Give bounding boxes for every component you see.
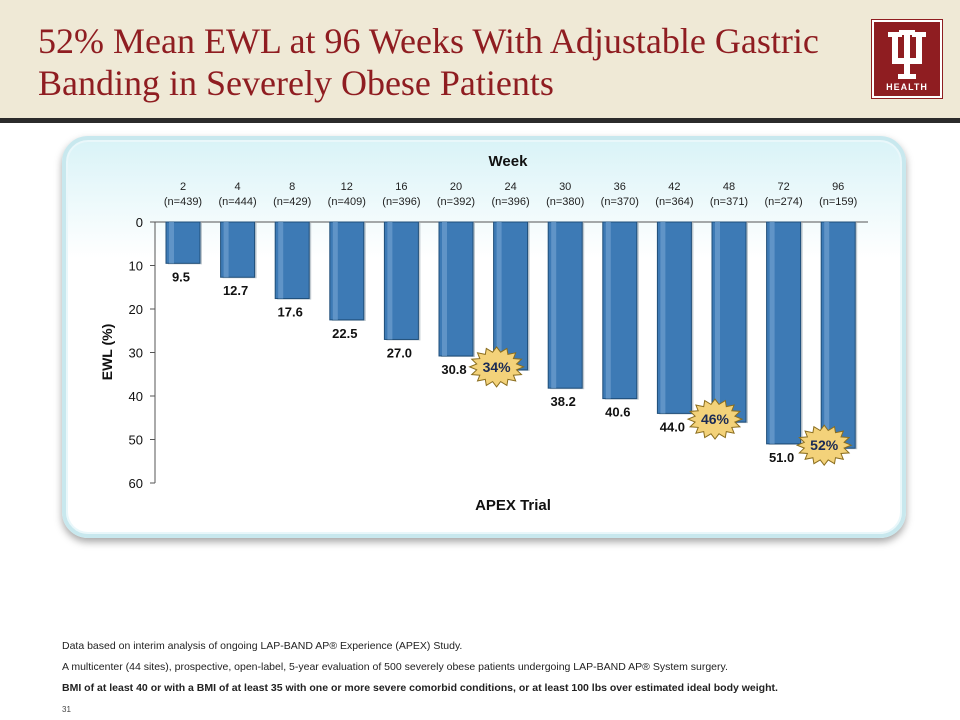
week-label: 30 — [559, 181, 571, 193]
bar-highlight — [332, 222, 338, 320]
data-label: 9.5 — [172, 269, 190, 284]
callout-badge — [468, 346, 525, 388]
data-label: 38.2 — [551, 394, 576, 409]
bar-highlight — [715, 222, 720, 423]
week-label: 96 — [832, 181, 844, 193]
n-label: (n=159) — [819, 196, 857, 208]
page-number: 31 — [62, 705, 71, 714]
bar-highlight — [605, 222, 611, 399]
bar-highlight — [223, 222, 229, 278]
callout-badge — [686, 398, 744, 440]
n-label: (n=396) — [491, 196, 529, 208]
week-label: 42 — [668, 181, 680, 193]
footnote-1: Data based on interim analysis of ongoin… — [62, 640, 463, 652]
data-label: 17.6 — [278, 305, 303, 320]
week-label: 2 — [180, 181, 186, 193]
n-label: (n=274) — [764, 196, 802, 208]
bar-highlight — [824, 222, 830, 449]
week-label: 48 — [723, 181, 735, 193]
n-label: (n=444) — [218, 196, 256, 208]
week-label: 12 — [341, 181, 353, 193]
bar-highlight — [660, 222, 666, 414]
n-label: (n=392) — [437, 196, 475, 208]
header-divider — [0, 118, 960, 123]
bar-highlight — [551, 222, 557, 389]
n-label: (n=439) — [164, 196, 202, 208]
title-line-2: Banding in Severely Obese Patients — [38, 63, 554, 103]
n-label: (n=364) — [655, 196, 693, 208]
callout-label: 46% — [701, 411, 730, 427]
iu-health-logo: HEALTH — [871, 19, 943, 99]
y-tick-label: 40 — [129, 389, 143, 404]
title-line-1: 52% Mean EWL at 96 Weeks With Adjustable… — [38, 21, 819, 61]
bar-highlight — [278, 222, 284, 299]
data-label: 12.7 — [223, 283, 248, 298]
y-tick-label: 20 — [129, 302, 143, 317]
bar-highlight — [769, 222, 775, 444]
trident-icon — [888, 30, 926, 79]
n-label: (n=380) — [546, 196, 584, 208]
bar-highlight — [442, 222, 447, 356]
data-label: 22.5 — [332, 326, 357, 341]
callout-label: 52% — [810, 437, 839, 453]
x-axis-label: APEX Trial — [475, 497, 551, 514]
n-label: (n=429) — [273, 196, 311, 208]
footnote-3: BMI of at least 40 or with a BMI of at l… — [62, 682, 778, 694]
slide-header: 52% Mean EWL at 96 Weeks With Adjustable… — [0, 0, 960, 118]
data-label: 40.6 — [605, 405, 630, 420]
week-label: 24 — [504, 181, 516, 193]
week-label: 16 — [395, 181, 407, 193]
data-label: 27.0 — [387, 345, 412, 360]
callout-badge — [795, 424, 853, 467]
logo-word: HEALTH — [886, 82, 928, 92]
callout-label: 34% — [483, 359, 512, 375]
y-tick-label: 50 — [129, 433, 143, 448]
week-label: 20 — [450, 181, 462, 193]
n-label: (n=370) — [601, 196, 639, 208]
n-label: (n=371) — [710, 196, 748, 208]
bar-highlight — [387, 222, 393, 340]
slide-title: 52% Mean EWL at 96 Weeks With Adjustable… — [38, 20, 858, 104]
footnotes: Data based on interim analysis of ongoin… — [62, 640, 942, 703]
chart-panel — [62, 136, 906, 538]
n-label: (n=396) — [382, 196, 420, 208]
plot-area: 0 10 20 30 40 50 60 2 (n=439) 9.5 4 (n=444) 12.7 8 (n=… — [129, 181, 868, 491]
data-label: 30.8 — [441, 362, 466, 377]
data-label: 51.0 — [769, 450, 794, 465]
week-label: 72 — [777, 181, 789, 193]
week-label: 4 — [235, 181, 241, 193]
n-label: (n=409) — [328, 196, 366, 208]
y-tick-label: 60 — [129, 476, 143, 491]
footnote-2: A multicenter (44 sites), prospective, o… — [62, 661, 728, 673]
chart-title: Week — [489, 153, 529, 170]
data-label: 44.0 — [660, 419, 685, 434]
week-label: 8 — [289, 181, 295, 193]
week-label: 36 — [614, 181, 626, 193]
y-tick-label: 10 — [129, 259, 143, 274]
y-tick-label: 30 — [129, 346, 143, 361]
y-tick-label: 0 — [136, 215, 143, 230]
bar-highlight — [169, 222, 174, 264]
bar-highlight — [496, 222, 502, 370]
y-axis-label: EWL (%) — [99, 324, 115, 381]
